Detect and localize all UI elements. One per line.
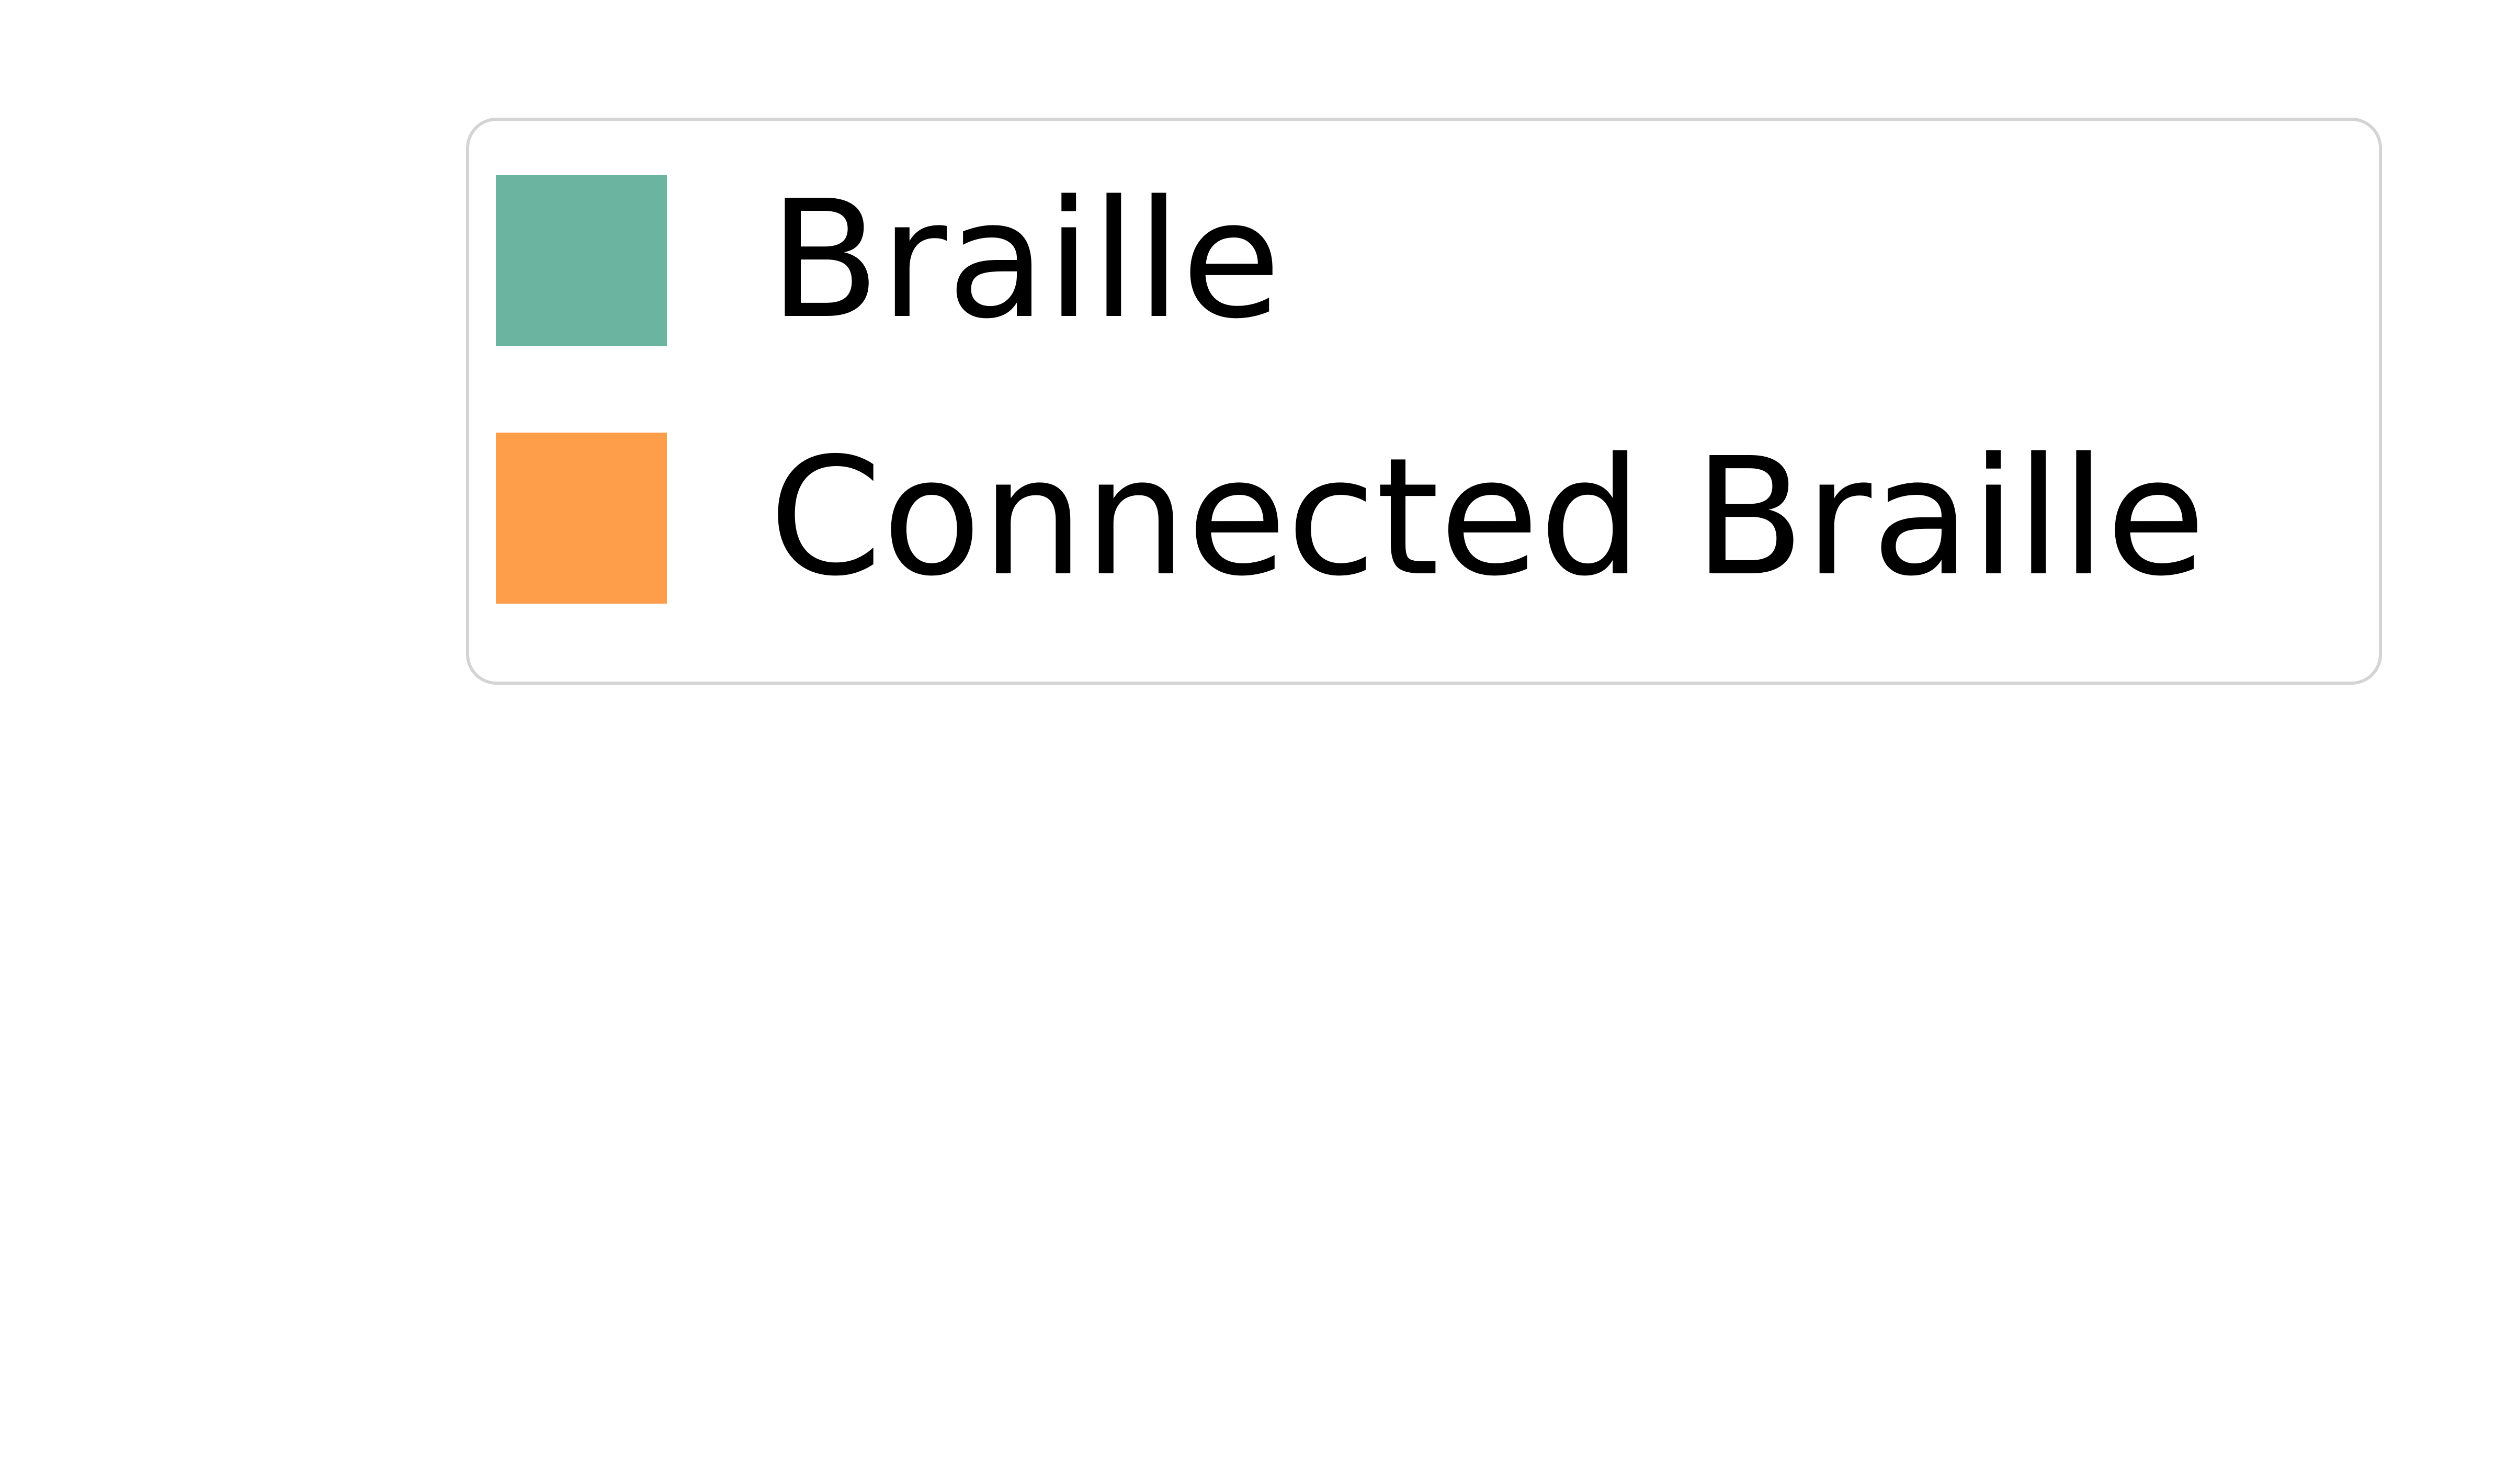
legend-label-connected-braille: Connected Braille bbox=[769, 423, 2206, 612]
chart-legend: Braille Connected Braille bbox=[466, 118, 2382, 685]
legend-swatch-connected-braille bbox=[496, 433, 667, 604]
legend-entry-braille: Braille bbox=[469, 174, 2379, 347]
legend-label-braille: Braille bbox=[769, 166, 1281, 355]
legend-entry-connected-braille: Connected Braille bbox=[469, 432, 2379, 604]
legend-swatch-braille bbox=[496, 175, 667, 346]
